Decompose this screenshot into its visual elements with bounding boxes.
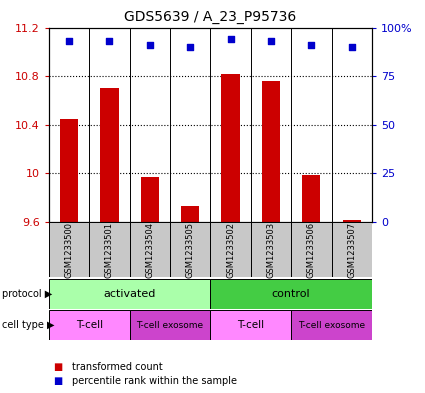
- Bar: [49, 222, 89, 277]
- Bar: [210, 279, 372, 309]
- Text: T-cell: T-cell: [76, 320, 103, 330]
- Text: transformed count: transformed count: [72, 362, 163, 373]
- Bar: [49, 310, 130, 340]
- Bar: [100, 88, 119, 222]
- Bar: [210, 310, 291, 340]
- Bar: [49, 279, 210, 309]
- Text: ■: ■: [53, 376, 62, 386]
- Point: [106, 38, 113, 44]
- Bar: [302, 174, 320, 222]
- Text: GSM1233504: GSM1233504: [145, 222, 154, 277]
- Text: GSM1233507: GSM1233507: [347, 222, 356, 277]
- Text: GSM1233500: GSM1233500: [65, 222, 74, 277]
- Point: [267, 38, 274, 44]
- Text: ■: ■: [53, 362, 62, 373]
- Text: percentile rank within the sample: percentile rank within the sample: [72, 376, 237, 386]
- Bar: [210, 222, 251, 277]
- Text: protocol ▶: protocol ▶: [2, 289, 52, 299]
- Point: [187, 44, 193, 50]
- Text: GSM1233505: GSM1233505: [186, 222, 195, 277]
- Bar: [60, 119, 78, 222]
- Text: GSM1233502: GSM1233502: [226, 222, 235, 277]
- Text: control: control: [272, 289, 310, 299]
- Text: cell type ▶: cell type ▶: [2, 320, 55, 330]
- Bar: [130, 222, 170, 277]
- Bar: [170, 222, 210, 277]
- Bar: [251, 222, 291, 277]
- Text: activated: activated: [103, 289, 156, 299]
- Text: GSM1233503: GSM1233503: [266, 222, 275, 277]
- Point: [348, 44, 355, 50]
- Bar: [221, 74, 240, 222]
- Bar: [181, 206, 199, 222]
- Bar: [291, 222, 332, 277]
- Point: [146, 42, 153, 48]
- Point: [227, 36, 234, 42]
- Text: T-cell: T-cell: [237, 320, 264, 330]
- Text: GSM1233506: GSM1233506: [307, 222, 316, 277]
- Point: [65, 38, 72, 44]
- Text: T-cell exosome: T-cell exosome: [298, 321, 365, 330]
- Point: [308, 42, 314, 48]
- Bar: [332, 222, 372, 277]
- Title: GDS5639 / A_23_P95736: GDS5639 / A_23_P95736: [124, 10, 297, 24]
- Bar: [291, 310, 372, 340]
- Bar: [130, 310, 210, 340]
- Bar: [89, 222, 130, 277]
- Bar: [343, 220, 361, 222]
- Text: GSM1233501: GSM1233501: [105, 222, 114, 277]
- Text: T-cell exosome: T-cell exosome: [136, 321, 204, 330]
- Bar: [262, 81, 280, 222]
- Bar: [141, 177, 159, 222]
